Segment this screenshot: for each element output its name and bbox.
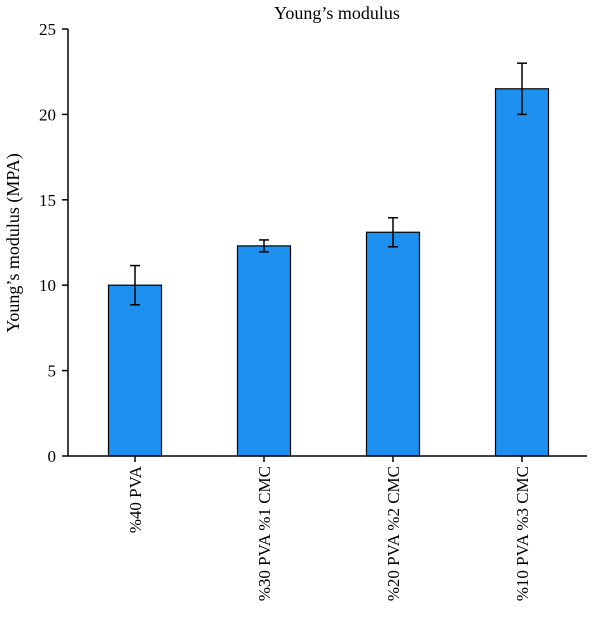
x-tick-label: %10 PVA %3 CMC [513,466,532,601]
error-bar [388,216,398,248]
x-tick-label: %20 PVA %2 CMC [384,466,403,601]
x-tick-labels: %40 PVA %30 PVA %1 CMC %20 PVA %2 CMC %10 P… [126,456,532,601]
error-bar [517,62,527,116]
x-tick-label: %30 PVA %1 CMC [255,466,274,601]
bar [236,245,292,457]
y-tick-label: 25 [39,20,56,39]
y-tick-label: 0 [48,447,57,466]
axes [67,29,587,457]
y-ticks: 0 5 10 15 20 25 [39,20,68,466]
error-bar [259,239,269,253]
bars [107,88,550,457]
y-tick-label: 15 [39,191,56,210]
error-bar [130,264,140,306]
bar [107,284,163,457]
bar [494,88,550,457]
x-tick-label: %40 PVA [126,465,145,533]
error-bars [130,62,527,306]
y-tick-label: 10 [39,276,56,295]
y-tick-label: 20 [39,105,56,124]
bar [365,231,421,457]
y-axis-label: Young’s modulus (MPA) [3,153,24,333]
chart-title: Young’s modulus [274,3,400,23]
y-tick-label: 5 [48,362,57,381]
